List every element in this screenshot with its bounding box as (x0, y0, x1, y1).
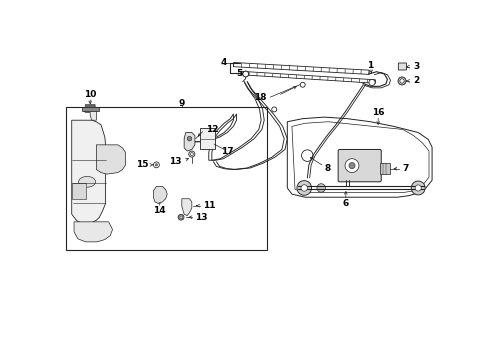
Circle shape (191, 153, 193, 156)
Text: 18: 18 (254, 93, 267, 102)
Circle shape (411, 181, 425, 195)
Bar (82, 107, 98, 111)
Circle shape (155, 164, 158, 166)
Text: 15: 15 (136, 160, 149, 169)
Text: 1: 1 (368, 61, 373, 70)
Circle shape (189, 151, 195, 157)
Polygon shape (153, 186, 167, 203)
Polygon shape (287, 117, 432, 197)
Text: 13: 13 (195, 213, 207, 222)
Circle shape (400, 79, 404, 83)
Circle shape (415, 185, 421, 191)
Circle shape (301, 150, 313, 161)
FancyBboxPatch shape (338, 149, 381, 182)
Circle shape (398, 77, 406, 85)
Text: 4: 4 (221, 58, 227, 67)
Circle shape (301, 185, 308, 191)
Circle shape (349, 163, 355, 169)
Circle shape (369, 80, 375, 86)
Text: 8: 8 (324, 164, 330, 173)
FancyBboxPatch shape (85, 104, 95, 108)
Text: 3: 3 (414, 62, 420, 71)
Text: 9: 9 (179, 99, 185, 108)
Polygon shape (184, 132, 195, 151)
Text: 16: 16 (372, 108, 385, 117)
Ellipse shape (78, 176, 96, 187)
Text: 5: 5 (237, 69, 243, 78)
Circle shape (272, 107, 277, 112)
Text: 13: 13 (169, 157, 181, 166)
FancyBboxPatch shape (398, 63, 407, 70)
Bar (380, 163, 391, 174)
Circle shape (345, 159, 359, 172)
Text: 14: 14 (153, 206, 166, 215)
Circle shape (178, 214, 184, 220)
Text: 12: 12 (206, 125, 218, 134)
Text: 7: 7 (403, 164, 409, 173)
Polygon shape (97, 145, 125, 174)
Polygon shape (74, 222, 113, 242)
Polygon shape (292, 122, 429, 193)
Circle shape (317, 184, 325, 192)
Bar (199, 128, 215, 149)
Polygon shape (84, 111, 97, 120)
Polygon shape (72, 120, 105, 225)
Circle shape (153, 162, 159, 168)
Text: 6: 6 (343, 199, 349, 208)
Text: 17: 17 (221, 147, 234, 156)
Polygon shape (241, 71, 375, 83)
Polygon shape (233, 62, 369, 75)
Circle shape (243, 71, 248, 77)
Text: 2: 2 (414, 76, 420, 85)
Circle shape (180, 216, 182, 219)
Bar (72, 183, 86, 199)
Text: 10: 10 (84, 90, 97, 99)
Text: 11: 11 (203, 201, 216, 210)
Bar (66, 107, 268, 249)
Circle shape (187, 136, 192, 141)
Circle shape (300, 82, 305, 87)
Circle shape (297, 181, 312, 195)
Polygon shape (182, 199, 192, 216)
